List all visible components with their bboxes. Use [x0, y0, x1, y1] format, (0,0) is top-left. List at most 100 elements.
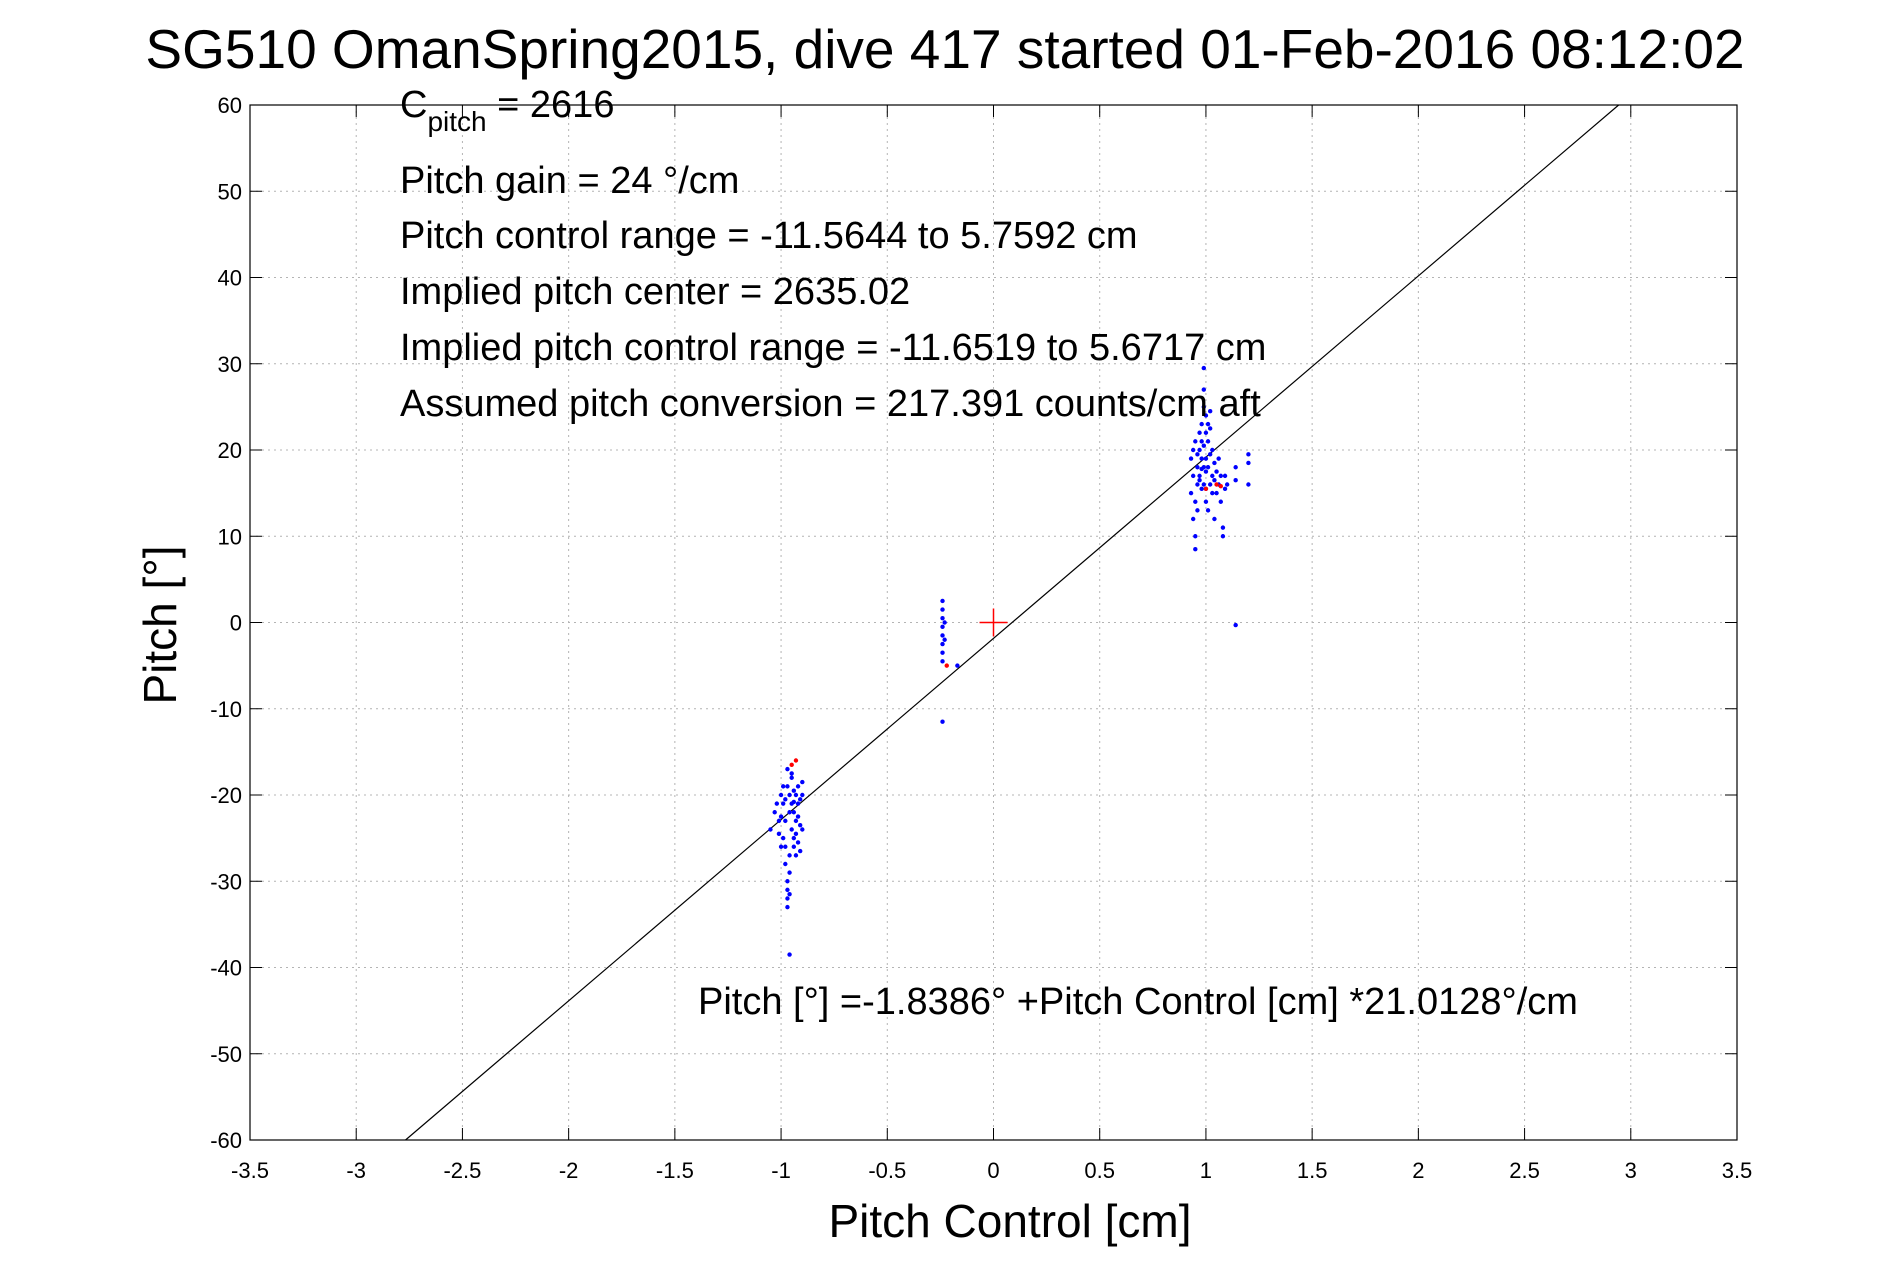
data-point — [1201, 482, 1207, 487]
data-point — [776, 818, 782, 824]
annotation-fit-equation: Pitch [°] =-1.8386° +Pitch Control [cm] … — [698, 981, 1578, 1023]
data-point — [1222, 473, 1228, 479]
data-point — [1197, 430, 1202, 435]
y-tick-label: -60 — [210, 1128, 242, 1153]
data-point — [787, 891, 792, 897]
y-tick-label: 50 — [218, 179, 242, 204]
annotation-implied-pitch-center: Implied pitch center = 2635.02 — [400, 271, 910, 313]
y-tick-label: 0 — [230, 611, 242, 636]
c-pitch-value: = 2616 — [487, 84, 615, 126]
data-point — [795, 814, 801, 819]
data-point — [795, 840, 801, 845]
x-tick-label: -1.5 — [656, 1158, 694, 1183]
data-point — [1207, 426, 1213, 431]
data-point — [955, 663, 960, 668]
data-point — [800, 792, 805, 798]
data-point — [1214, 469, 1219, 474]
data-point — [940, 719, 945, 724]
data-point — [789, 771, 794, 776]
regression-line — [405, 104, 1620, 1141]
c-pitch-main: C — [400, 84, 427, 126]
data-point — [800, 827, 805, 832]
data-point — [1203, 456, 1209, 461]
data-point — [785, 784, 790, 789]
flagged-data-point — [944, 663, 949, 668]
data-point — [1218, 473, 1223, 479]
data-point — [793, 853, 799, 858]
x-tick-label: -1 — [771, 1158, 791, 1183]
data-point — [791, 810, 797, 815]
data-point — [1220, 534, 1226, 539]
data-point — [940, 607, 945, 612]
data-point — [940, 598, 945, 604]
data-point — [1199, 486, 1204, 492]
data-point — [1190, 447, 1196, 453]
data-points — [768, 365, 1251, 957]
data-point — [1201, 387, 1207, 392]
data-point — [1233, 622, 1238, 628]
y-tick-label: 30 — [218, 352, 242, 377]
data-point — [1193, 546, 1198, 552]
data-point — [1210, 490, 1215, 496]
data-point — [940, 659, 945, 664]
flagged-data-point — [1218, 484, 1223, 489]
data-point — [780, 835, 786, 841]
data-point — [800, 779, 805, 785]
data-point — [1197, 447, 1202, 453]
x-tick-label: 3 — [1625, 1158, 1637, 1183]
data-point — [785, 896, 790, 901]
x-tick-label: 0.5 — [1084, 1158, 1115, 1183]
data-point — [1199, 466, 1204, 472]
data-point — [1246, 482, 1251, 487]
data-point — [791, 799, 797, 805]
data-point — [1205, 439, 1211, 444]
data-point — [780, 784, 786, 789]
data-point — [787, 792, 792, 798]
fit-line-group — [405, 104, 1620, 1141]
x-tick-label: -2.5 — [443, 1158, 481, 1183]
data-point — [1205, 421, 1211, 427]
data-point — [787, 870, 792, 875]
data-point — [795, 801, 801, 806]
data-point — [940, 633, 945, 638]
data-point — [1222, 486, 1228, 492]
data-point — [940, 624, 945, 630]
data-point — [797, 822, 803, 828]
data-point — [780, 801, 786, 806]
data-point — [783, 861, 788, 867]
data-point — [1246, 460, 1251, 466]
data-point — [785, 766, 790, 772]
data-point — [778, 844, 784, 849]
annotation-c-pitch: Cpitch = 2616 — [400, 84, 614, 137]
flagged-data-point — [789, 762, 794, 768]
data-point — [791, 844, 797, 849]
data-point — [940, 650, 945, 655]
y-tick-label: -50 — [210, 1042, 242, 1067]
x-tick-label: 3.5 — [1722, 1158, 1753, 1183]
data-point — [940, 615, 945, 621]
y-tick-label: -10 — [210, 697, 242, 722]
ticks — [249, 104, 1738, 1141]
data-point — [1212, 477, 1217, 483]
data-point — [791, 835, 797, 841]
data-point — [1212, 516, 1217, 522]
data-point — [1207, 408, 1213, 414]
flagged-data-point — [793, 758, 799, 763]
data-point — [783, 797, 788, 802]
data-point — [1193, 439, 1198, 444]
data-point — [1210, 473, 1215, 479]
data-point — [1197, 477, 1202, 483]
data-point — [942, 637, 947, 642]
y-tick-label: 40 — [218, 266, 242, 291]
data-point — [1197, 473, 1202, 479]
y-tick-label: 60 — [218, 93, 242, 118]
data-point — [793, 831, 799, 837]
data-point — [1212, 460, 1217, 466]
data-point — [1199, 456, 1204, 461]
x-tick-label: -3.5 — [231, 1158, 269, 1183]
y-axis-label: Pitch [°] — [134, 545, 186, 704]
data-point — [789, 775, 794, 780]
x-tick-label: 1 — [1200, 1158, 1212, 1183]
